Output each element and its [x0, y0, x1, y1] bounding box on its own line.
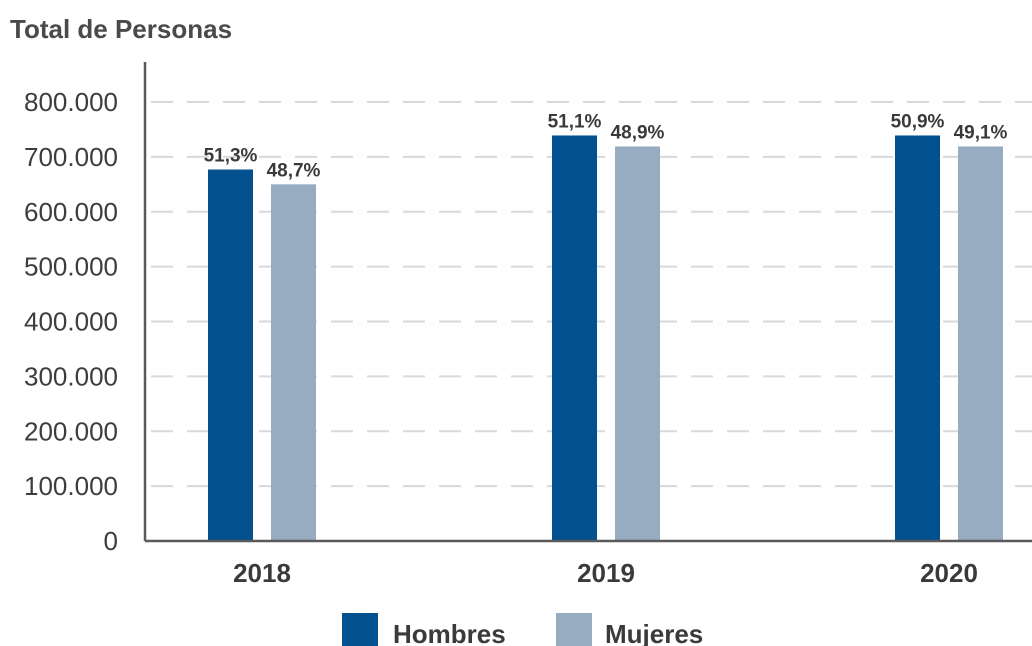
y-tick-label: 400.000	[24, 307, 118, 337]
legend-label-hombres: Hombres	[393, 619, 506, 646]
data-label: 51,1%	[548, 111, 602, 132]
y-tick-label: 800.000	[24, 87, 118, 117]
data-label: 51,3%	[204, 145, 258, 166]
data-labels: 51,3% 51,1% 50,9% 48,7% 48,9% 49,1%	[204, 111, 1008, 181]
y-axis-ticks: 0 100.000 200.000 300.000 400.000 500.000 600.…	[24, 87, 118, 556]
bar-hombres-2020	[895, 135, 940, 541]
chart-title: Total de Personas	[10, 14, 232, 44]
bar-mujeres-2019	[615, 146, 660, 542]
y-tick-label: 0	[104, 526, 118, 556]
bars	[208, 135, 1003, 542]
data-label: 48,9%	[611, 122, 665, 143]
y-tick-label: 300.000	[24, 361, 118, 391]
bar-mujeres-2018	[271, 184, 316, 541]
y-tick-label: 500.000	[24, 252, 118, 282]
x-tick-label: 2018	[233, 558, 291, 588]
x-tick-label: 2019	[577, 558, 635, 588]
x-axis-ticks: 2018 2019 2020	[233, 558, 978, 588]
x-tick-label: 2020	[920, 558, 978, 588]
data-label: 49,1%	[954, 122, 1008, 143]
y-tick-label: 700.000	[24, 142, 118, 172]
legend-swatch-hombres	[342, 613, 378, 646]
y-tick-label: 600.000	[24, 197, 118, 227]
data-label: 48,7%	[267, 160, 321, 181]
legend-swatch-mujeres	[556, 613, 592, 646]
data-label: 50,9%	[891, 111, 945, 132]
y-tick-label: 100.000	[24, 471, 118, 501]
legend: Hombres Mujeres	[342, 613, 703, 646]
y-tick-label: 200.000	[24, 416, 118, 446]
bar-hombres-2018	[208, 169, 253, 541]
legend-label-mujeres: Mujeres	[605, 619, 703, 646]
bar-mujeres-2020	[958, 146, 1003, 542]
bar-hombres-2019	[552, 135, 597, 541]
